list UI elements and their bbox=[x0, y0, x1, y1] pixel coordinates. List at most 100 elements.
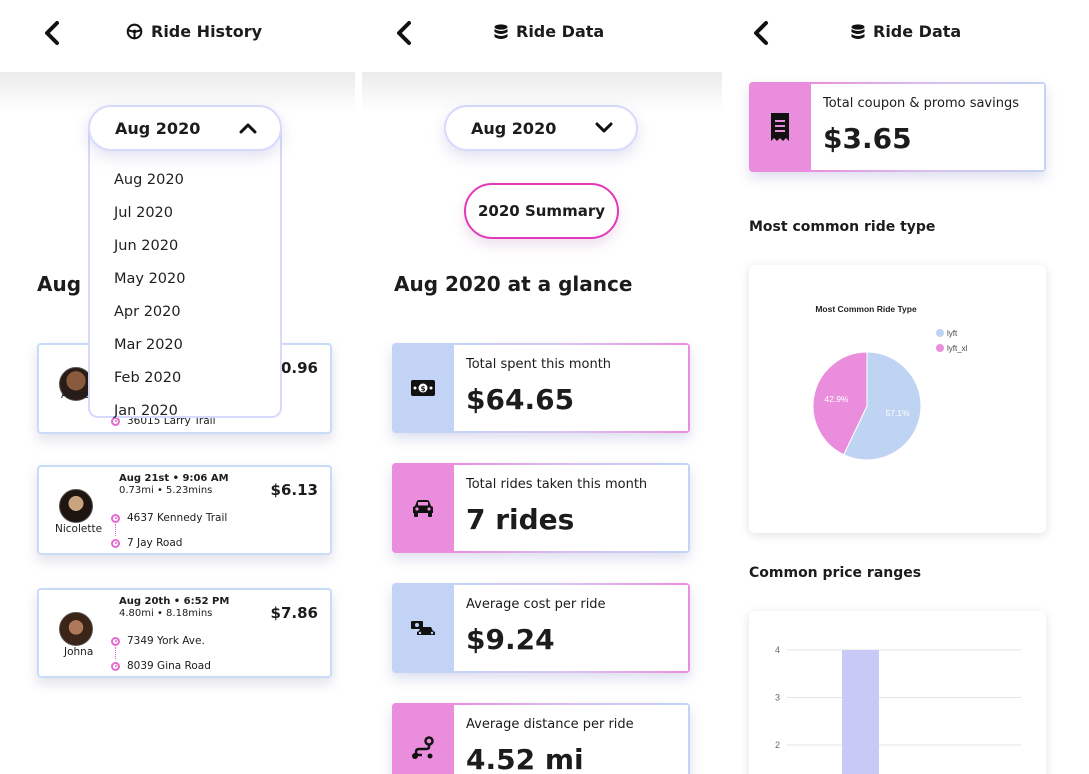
month-dropdown-list: Aug 2020 Jul 2020 Jun 2020 May 2020 Apr … bbox=[88, 128, 282, 419]
page-title: Ride Data bbox=[494, 22, 604, 41]
ride-type-chart-panel: Most Common Ride Type 57.1% 42.9% lyft lyf… bbox=[749, 265, 1046, 533]
stat-card-coupon-savings: Total coupon & promo savings $3.65 bbox=[749, 82, 1046, 172]
database-icon bbox=[851, 23, 865, 39]
stat-card-average-distance: Average distance per ride 4.52 mi bbox=[392, 703, 690, 774]
dropoff-address: 8039 Gina Road bbox=[127, 660, 211, 672]
avatar bbox=[59, 612, 93, 646]
y-tick-label: 2 bbox=[775, 740, 780, 750]
legend-label: lyft bbox=[947, 329, 958, 338]
rider-name: Alana bbox=[61, 389, 91, 401]
stat-label: Total rides taken this month bbox=[466, 477, 648, 492]
top-bar: Ride Data bbox=[727, 0, 1089, 72]
database-icon bbox=[494, 23, 508, 39]
chevron-down-icon bbox=[595, 122, 613, 133]
chart-title: Most Common Ride Type bbox=[815, 304, 917, 314]
stat-card-body: Total coupon & promo savings $3.65 bbox=[811, 84, 1044, 170]
stat-value: 4.52 mi bbox=[466, 743, 584, 774]
section-heading-ride-type: Most common ride type bbox=[749, 219, 936, 235]
stat-label: Total spent this month bbox=[466, 357, 612, 372]
ride-price: $7.86 bbox=[270, 604, 318, 622]
back-arrow-icon[interactable] bbox=[390, 18, 420, 48]
page-title: Ride History bbox=[126, 22, 262, 41]
pie-slice-lyft[interactable] bbox=[843, 351, 922, 461]
avatar bbox=[59, 489, 93, 523]
year-summary-button[interactable]: 2020 Summary bbox=[464, 183, 619, 239]
svg-text:$: $ bbox=[421, 385, 426, 393]
legend-swatch bbox=[936, 329, 944, 337]
price-range-chart-panel: 4 3 2 bbox=[749, 611, 1046, 774]
price-range-bar[interactable] bbox=[842, 650, 879, 774]
ride-card[interactable]: Johna Aug 20th • 6:52 PM 4.80mi • 8.18mi… bbox=[37, 588, 332, 678]
dropoff-address: 36015 Larry Trail bbox=[127, 415, 216, 427]
stat-card-average-cost: Average cost per ride $9.24 bbox=[392, 583, 690, 673]
ride-data-screen: Ride Data Aug 2020 2020 Summary Aug 2020… bbox=[362, 0, 722, 774]
rider-name: Nicolette bbox=[55, 523, 103, 535]
avatar bbox=[59, 367, 93, 401]
month-dropdown-value: Aug 2020 bbox=[115, 118, 201, 138]
stat-card-body: Average cost per ride $9.24 bbox=[454, 585, 688, 671]
stat-card-body: Total rides taken this month 7 rides bbox=[454, 465, 688, 551]
stat-label: Average cost per ride bbox=[466, 597, 606, 612]
dropoff-stop: 8039 Gina Road bbox=[111, 660, 211, 672]
month-option[interactable]: Jun 2020 bbox=[114, 238, 179, 254]
month-dropdown[interactable]: Aug 2020 bbox=[444, 105, 638, 151]
month-option[interactable]: Feb 2020 bbox=[114, 370, 182, 386]
top-bar-shadow bbox=[362, 72, 722, 112]
pie-slice-lyft_xl[interactable] bbox=[812, 351, 868, 456]
page-title-text: Ride Data bbox=[516, 22, 605, 41]
stat-card-total-spent: $ Total spent this month $64.65 bbox=[392, 343, 690, 433]
month-dropdown-value: Aug 2020 bbox=[471, 118, 557, 138]
ride-date: Aug 21st • 9:06 AM bbox=[119, 473, 229, 484]
price-range-bar-chart: 4 3 2 bbox=[775, 645, 1021, 774]
ride-price: $6.13 bbox=[270, 481, 318, 499]
route-line bbox=[115, 647, 116, 659]
receipt-icon bbox=[749, 82, 811, 172]
ride-type-pie-chart: Most Common Ride Type 57.1% 42.9% lyft lyf… bbox=[812, 304, 968, 461]
location-dot-icon bbox=[111, 513, 120, 523]
pie-slice-label: 42.9% bbox=[824, 394, 849, 404]
steering-wheel-icon bbox=[126, 23, 143, 40]
page-title-text: Ride Data bbox=[873, 22, 962, 41]
top-bar: Ride Data bbox=[362, 0, 722, 72]
ride-meta: 4.80mi • 8.18mins bbox=[119, 608, 213, 619]
ride-date: Aug 20th • 6:52 PM bbox=[119, 596, 230, 607]
pickup-stop: 4637 Kennedy Trail bbox=[111, 512, 227, 524]
month-option[interactable]: Aug 2020 bbox=[114, 172, 184, 188]
top-bar: Ride History bbox=[0, 0, 355, 72]
month-option[interactable]: May 2020 bbox=[114, 271, 186, 287]
legend-label: lyft_xl bbox=[947, 344, 968, 353]
back-arrow-icon[interactable] bbox=[38, 18, 68, 48]
stat-card-body: Total spent this month $64.65 bbox=[454, 345, 688, 431]
stat-value: $3.65 bbox=[823, 122, 912, 155]
chevron-up-icon bbox=[239, 123, 257, 134]
section-heading-price-ranges: Common price ranges bbox=[749, 565, 922, 581]
page-title: Ride Data bbox=[851, 22, 961, 41]
route-icon bbox=[392, 703, 454, 774]
dropoff-address: 7 Jay Road bbox=[127, 537, 183, 549]
ride-history-screen: Ride History Aug 2 Alana 10.96 36015 Lar… bbox=[0, 0, 355, 774]
month-option[interactable]: Mar 2020 bbox=[114, 337, 183, 353]
back-arrow-icon[interactable] bbox=[747, 18, 777, 48]
pickup-address: 4637 Kennedy Trail bbox=[127, 512, 228, 524]
pickup-address: 7349 York Ave. bbox=[127, 635, 205, 647]
location-dot-icon bbox=[111, 538, 120, 548]
money-icon: $ bbox=[392, 343, 454, 433]
month-option[interactable]: Jan 2020 bbox=[114, 403, 178, 419]
ride-meta: 0.73mi • 5.23mins bbox=[119, 485, 213, 496]
stat-label: Total coupon & promo savings bbox=[823, 96, 1020, 111]
location-dot-icon bbox=[111, 636, 120, 646]
y-tick-label: 4 bbox=[775, 645, 780, 655]
month-option[interactable]: Apr 2020 bbox=[114, 304, 181, 320]
car-icon bbox=[392, 463, 454, 553]
glance-heading: Aug 2020 at a glance bbox=[394, 272, 633, 296]
car-money-icon bbox=[392, 583, 454, 673]
stat-value: 7 rides bbox=[466, 503, 575, 536]
month-dropdown[interactable]: Aug 2020 bbox=[88, 105, 282, 151]
stat-value: $64.65 bbox=[466, 383, 575, 416]
ride-card[interactable]: Nicolette Aug 21st • 9:06 AM 0.73mi • 5.… bbox=[37, 465, 332, 555]
stat-label: Average distance per ride bbox=[466, 717, 634, 732]
month-option[interactable]: Jul 2020 bbox=[114, 205, 174, 221]
legend-swatch bbox=[936, 344, 944, 352]
y-tick-label: 3 bbox=[775, 693, 780, 703]
dropoff-stop: 7 Jay Road bbox=[111, 537, 182, 549]
